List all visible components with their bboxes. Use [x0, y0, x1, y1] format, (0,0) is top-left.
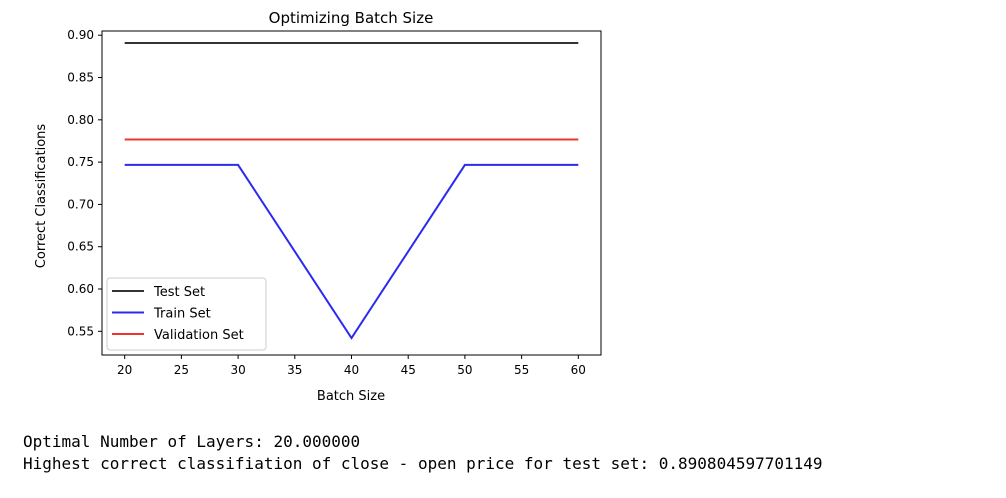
output-optimal-layers: Optimal Number of Layers: 20.000000	[23, 432, 361, 451]
axes: 20 25 30 35 40 45 50 55 60 0.55 0.60 0.65 0.70 0.75 0.…	[67, 28, 602, 377]
series-line-train-set	[124, 163, 579, 340]
x-tick-label: 55	[514, 363, 529, 377]
x-tick-label: 30	[230, 363, 245, 377]
legend-label: Test Set	[153, 285, 205, 300]
y-tick-label: 0.80	[67, 113, 94, 127]
x-axis-label: Batch Size	[317, 389, 385, 404]
series-layer	[124, 42, 579, 340]
batch-size-chart: Optimizing Batch Size 20 25 30 35 40 45 50 55 60…	[34, 9, 602, 404]
legend: Test Set Train Set Validation Set	[106, 277, 267, 351]
y-axis-label: Correct Classifications	[34, 124, 49, 269]
x-tick-label: 35	[287, 363, 302, 377]
chart-title: Optimizing Batch Size	[269, 9, 434, 27]
y-tick-label: 0.55	[67, 324, 94, 338]
y-tick-label: 0.90	[67, 28, 94, 42]
x-tick-label: 50	[457, 363, 472, 377]
x-tick-label: 25	[174, 363, 189, 377]
x-tick-label: 20	[117, 363, 132, 377]
x-tick-label: 40	[344, 363, 359, 377]
x-tick-label: 60	[571, 363, 586, 377]
y-tick-label: 0.60	[67, 282, 94, 296]
y-tick-label: 0.85	[67, 71, 94, 85]
legend-label: Validation Set	[154, 328, 244, 343]
legend-box	[106, 277, 267, 351]
legend-label: Train Set	[153, 307, 211, 322]
y-tick-label: 0.70	[67, 197, 94, 211]
output-highest-classification: Highest correct classifiation of close -…	[23, 454, 823, 473]
x-tick-label: 45	[401, 363, 416, 377]
y-tick-label: 0.65	[67, 240, 94, 254]
y-tick-label: 0.75	[67, 155, 94, 169]
